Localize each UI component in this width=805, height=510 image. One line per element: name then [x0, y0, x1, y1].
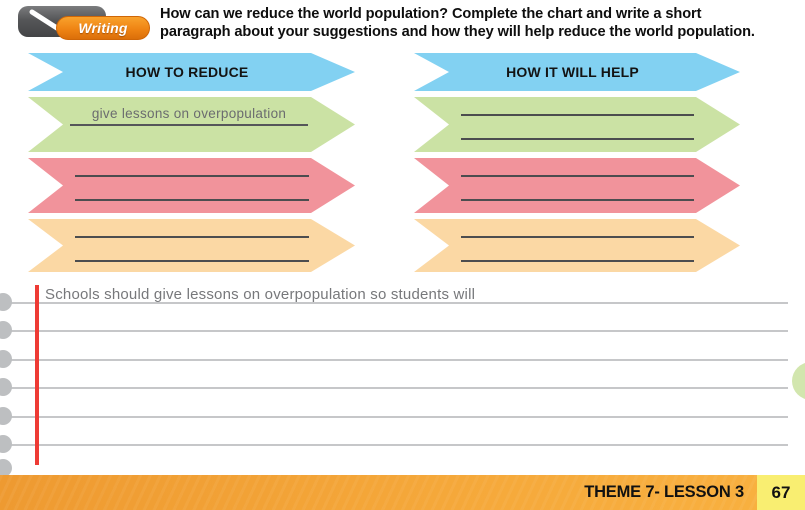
left-row-3-blank-line-2[interactable]	[75, 260, 309, 262]
left-column-header-arrow: HOW TO REDUCE	[28, 53, 355, 91]
binder-dot	[0, 321, 12, 339]
right-row-2-blank-line-1[interactable]	[461, 175, 694, 177]
left-row-1-answer[interactable]: give lessons on overpopulation	[91, 106, 287, 121]
instructions-line-2: paragraph about your suggestions and how…	[160, 23, 755, 40]
left-row-3-arrow[interactable]	[28, 219, 355, 272]
writing-badge-label: Writing	[78, 20, 128, 36]
binder-dot	[0, 350, 12, 368]
left-row-1-arrow[interactable]: give lessons on overpopulation	[28, 97, 355, 152]
binder-dot	[0, 459, 12, 477]
left-row-2-blank-line-2[interactable]	[75, 199, 309, 201]
green-deco-circle	[792, 362, 805, 400]
left-row-1-answer-line[interactable]	[70, 124, 308, 126]
right-column-header-label: HOW IT WILL HELP	[506, 64, 639, 80]
task-instructions: How can we reduce the world population? …	[160, 6, 800, 41]
paragraph-writing-area[interactable]: Schools should give lessons on overpopul…	[0, 283, 805, 477]
right-row-3-blank-line-1[interactable]	[461, 236, 694, 238]
right-row-2-arrow[interactable]	[414, 158, 740, 213]
binder-dot	[0, 435, 12, 453]
right-column-header-arrow: HOW IT WILL HELP	[414, 53, 740, 91]
left-column-header-label: HOW TO REDUCE	[125, 64, 249, 80]
right-row-3-arrow[interactable]	[414, 219, 740, 272]
ruled-line[interactable]	[8, 444, 788, 446]
ruled-line[interactable]	[8, 416, 788, 418]
writing-badge-pill: Writing	[56, 16, 150, 40]
left-row-2-blank-line-1[interactable]	[75, 175, 309, 177]
instructions-line-1: How can we reduce the world population? …	[160, 6, 702, 22]
page-number-box: 67	[757, 475, 805, 510]
right-row-1-blank-line-1[interactable]	[461, 114, 694, 116]
ruled-line[interactable]	[8, 387, 788, 389]
left-row-3-blank-line-1[interactable]	[75, 236, 309, 238]
binder-dot	[0, 378, 12, 396]
right-row-1-blank-line-2[interactable]	[461, 138, 694, 140]
binder-dot	[0, 407, 12, 425]
ruled-line[interactable]	[8, 302, 788, 304]
paragraph-first-line[interactable]: Schools should give lessons on overpopul…	[45, 286, 476, 303]
right-row-1-arrow[interactable]	[414, 97, 740, 152]
footer-bar: THEME 7- LESSON 3 67	[0, 475, 805, 510]
writing-badge: Writing	[18, 5, 150, 40]
right-row-3-blank-line-2[interactable]	[461, 260, 694, 262]
ruled-line[interactable]	[8, 359, 788, 361]
left-row-2-arrow[interactable]	[28, 158, 355, 213]
red-margin-line	[35, 285, 39, 465]
ruled-line[interactable]	[8, 330, 788, 332]
binder-dot	[0, 293, 12, 311]
page-number: 67	[771, 482, 791, 502]
theme-lesson-label: THEME 7- LESSON 3	[584, 483, 744, 501]
right-row-2-blank-line-2[interactable]	[461, 199, 694, 201]
